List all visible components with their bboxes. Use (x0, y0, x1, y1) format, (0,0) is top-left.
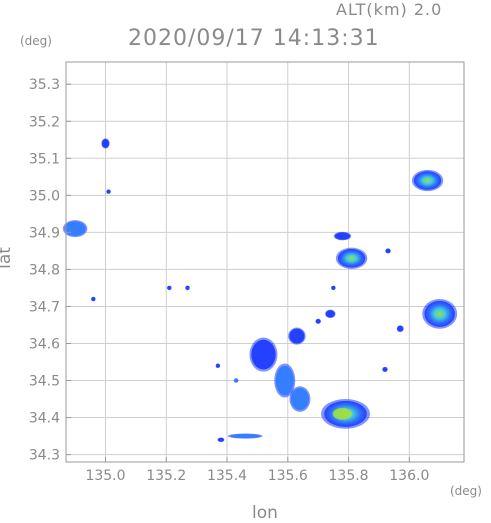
plot-frame (65, 61, 465, 463)
echo-core (101, 139, 110, 148)
echo-cell (422, 298, 458, 329)
radar-echoes (62, 138, 458, 443)
echo-core (424, 300, 455, 327)
echo-core (91, 297, 96, 302)
echo-core (337, 249, 366, 268)
x-tick-label: 135.0 (85, 468, 125, 484)
tick-labels: 135.0 135.2 135.4 135.6 135.8 136.0 34.3 34.4 34… (29, 77, 430, 484)
echo-core (331, 285, 336, 290)
altitude-label: ALT(km) 2.0 (336, 0, 443, 19)
y-tick-label: 34.5 (29, 374, 60, 390)
echo-cell (106, 189, 111, 194)
echo-core (106, 189, 111, 194)
echo-cell (315, 318, 321, 324)
echo-cell (227, 433, 263, 439)
echo-core (315, 319, 321, 324)
echo-core (275, 365, 294, 396)
echo-cell (215, 363, 221, 369)
echo-core (234, 378, 239, 383)
echo-core (185, 285, 190, 290)
y-tick-label: 35.0 (29, 188, 60, 204)
y-tick-label: 34.3 (29, 448, 60, 464)
echo-core (251, 339, 276, 370)
x-tick-label: 135.2 (146, 468, 186, 484)
echo-core (382, 367, 388, 372)
echo-core (230, 433, 261, 439)
echo-core (325, 310, 335, 318)
echo-cell (101, 138, 110, 149)
echo-cell (396, 325, 404, 333)
echo-cell (274, 363, 296, 398)
echo-core (215, 363, 220, 368)
echo-cell (217, 437, 225, 443)
echo-cell (321, 398, 370, 429)
echo-cell (166, 285, 172, 291)
x-tick-label: 135.8 (329, 468, 369, 484)
echo-cell (62, 220, 88, 238)
y-tick-label: 34.9 (29, 225, 60, 241)
echo-cell (288, 327, 306, 345)
echo-cell (385, 248, 391, 254)
echo-cell (331, 285, 336, 291)
echo-core (289, 328, 305, 344)
y-tick-label: 35.1 (29, 151, 60, 167)
echo-cell (411, 169, 444, 192)
y-tick-label: 34.4 (29, 411, 60, 427)
y-unit-label: (deg) (20, 34, 52, 48)
echo-core (290, 387, 310, 411)
x-unit-label: (deg) (450, 484, 482, 498)
echo-cell (91, 296, 96, 302)
grid-lines (66, 62, 464, 462)
echo-core (397, 325, 404, 332)
echo-core (64, 221, 86, 237)
y-tick-label: 35.3 (29, 77, 60, 93)
timestamp-title: 2020/09/17 14:13:31 (128, 26, 380, 51)
echo-cell (233, 378, 239, 383)
echo-core (385, 248, 391, 254)
echo-core (217, 437, 224, 442)
echo-cell (289, 386, 311, 412)
echo-cell (185, 285, 190, 291)
echo-cell (325, 309, 336, 319)
x-axis-label: lon (252, 503, 278, 523)
y-tick-label: 35.2 (29, 114, 60, 130)
echo-cell (382, 366, 388, 372)
y-tick-label: 34.7 (29, 299, 60, 315)
echo-core (334, 232, 351, 240)
echo-core (167, 285, 172, 290)
x-tick-label: 135.6 (268, 468, 308, 484)
echo-core (413, 171, 442, 190)
y-tick-label: 34.6 (29, 336, 60, 352)
echo-cell (333, 231, 352, 241)
x-tick-label: 135.4 (207, 468, 247, 484)
echo-cell (249, 337, 278, 372)
echo-peak (332, 408, 352, 420)
y-tick-label: 34.8 (29, 262, 60, 278)
echo-cell (335, 247, 368, 269)
x-tick-label: 136.0 (389, 468, 429, 484)
